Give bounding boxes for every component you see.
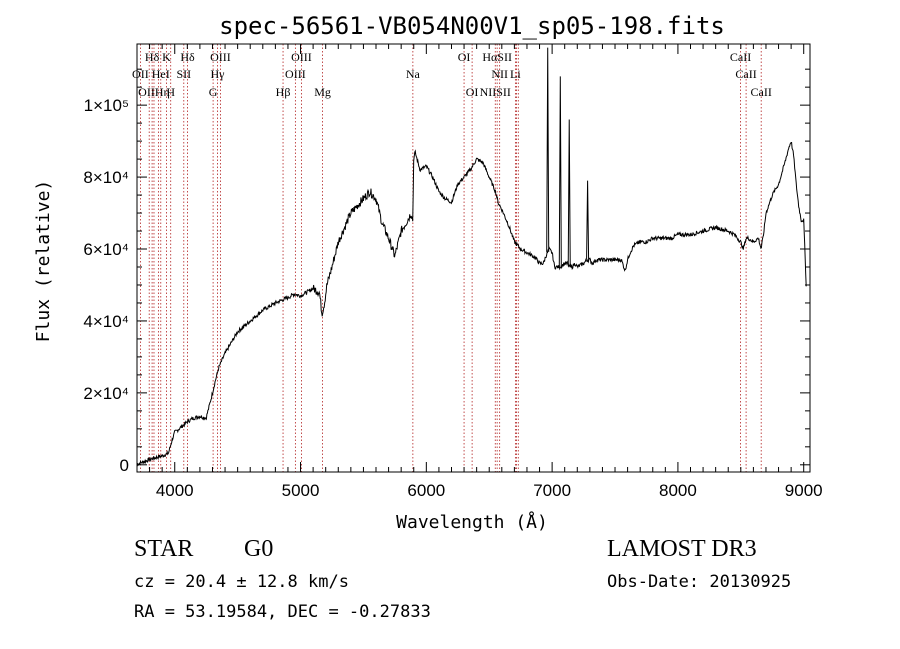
- spectrum-spike: [586, 180, 590, 260]
- emission-marker-label: OI: [458, 50, 471, 64]
- emission-marker-label: G: [209, 85, 218, 99]
- y-tick-label: 4×10⁴: [83, 312, 129, 331]
- y-tick-label: 0: [120, 456, 129, 475]
- spectrum-line: [136, 142, 807, 467]
- emission-marker-label: CaII: [751, 85, 772, 99]
- x-axis: 4000 5000 6000 7000 8000 9000: [149, 44, 823, 500]
- y-tick-label: 1×10⁵: [84, 96, 129, 115]
- y-tick-label: 2×10⁴: [83, 384, 129, 403]
- sky-coordinates: RA = 53.19584, DEC = -0.27833: [134, 602, 431, 622]
- redshift-velocity: cz = 20.4 ± 12.8 km/s: [134, 572, 349, 592]
- emission-marker-label: OI: [466, 85, 479, 99]
- emission-marker-label: Hγ: [211, 67, 226, 81]
- emission-marker-label: OIII: [210, 50, 231, 64]
- x-tick-label: 6000: [407, 481, 445, 500]
- x-tick-label: 5000: [282, 481, 320, 500]
- object-class: STAR: [134, 536, 194, 562]
- x-tick-label: 7000: [533, 481, 571, 500]
- y-axis: 0 2×10⁴ 4×10⁴ 6×10⁴ 8×10⁴ 1×10⁵: [83, 68, 810, 475]
- emission-marker-label: SII: [176, 67, 191, 81]
- spectrum-spike: [567, 119, 571, 267]
- emission-marker-label: NII: [491, 67, 508, 81]
- plot-frame: [136, 43, 811, 473]
- y-axis-label: Flux (relative): [33, 180, 54, 343]
- spectrum-spike: [558, 76, 562, 267]
- emission-marker-label: OIII: [285, 67, 306, 81]
- emission-marker-label: K: [162, 50, 171, 64]
- emission-marker-label: OIIHη: [138, 85, 170, 99]
- observation-date: Obs-Date: 20130925: [607, 572, 792, 592]
- emission-marker-label: OII: [132, 67, 149, 81]
- spectrum-series: [136, 47, 807, 467]
- survey-name: LAMOST DR3: [607, 536, 757, 562]
- emission-marker-label: Hδ: [145, 50, 160, 64]
- emission-marker-label: Mg: [314, 85, 331, 99]
- emission-marker-label: HαSII: [482, 50, 512, 64]
- emission-marker-label: H: [166, 85, 175, 99]
- emission-marker-label: Li: [510, 67, 521, 81]
- chart-title: spec-56561-VB054N00V1_sp05-198.fits: [219, 12, 725, 40]
- spectrum-spike: [546, 47, 550, 252]
- emission-marker-label: Hβ: [276, 85, 291, 99]
- emission-marker-label: Hδ: [180, 50, 195, 64]
- emission-marker-label: HeI: [152, 67, 170, 81]
- emission-marker-label: CaII: [735, 67, 756, 81]
- x-tick-label: 8000: [659, 481, 697, 500]
- y-tick-label: 8×10⁴: [83, 168, 129, 187]
- emission-marker-label: OIII: [291, 50, 312, 64]
- emission-marker-label: NIISII: [480, 85, 511, 99]
- y-tick-label: 6×10⁴: [83, 240, 129, 259]
- object-subclass: G0: [244, 536, 274, 562]
- emission-line-markers: [139, 44, 762, 472]
- emission-marker-label: Na: [406, 67, 421, 81]
- x-tick-label: 4000: [156, 481, 194, 500]
- x-axis-label: Wavelength (Å): [396, 511, 548, 533]
- emission-marker-label: CaII: [730, 50, 751, 64]
- x-tick-label: 9000: [785, 481, 823, 500]
